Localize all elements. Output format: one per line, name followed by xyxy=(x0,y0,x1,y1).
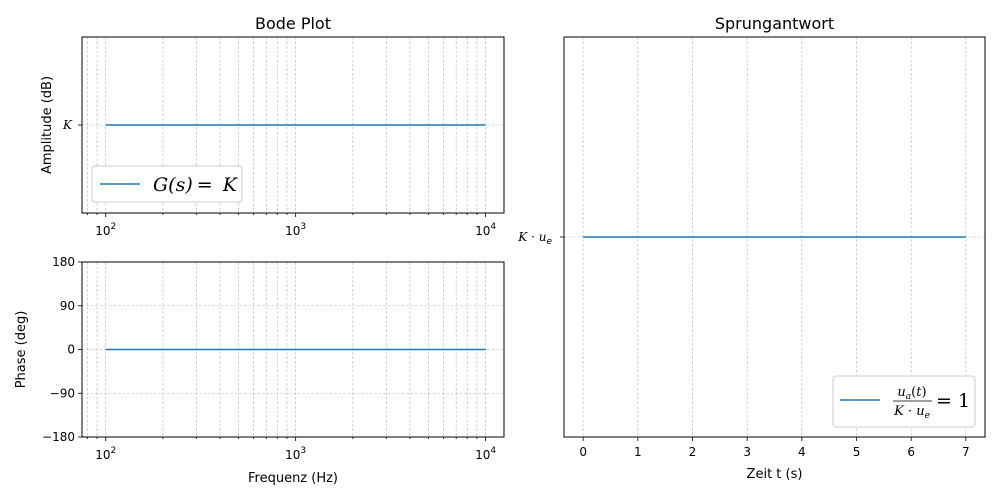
y-tick-u: u xyxy=(539,230,547,244)
x-tick-label: 103 xyxy=(285,222,306,238)
x-tick-label: 104 xyxy=(475,222,496,238)
x-tick-base: 10 xyxy=(285,224,300,238)
y-tick-label: −180 xyxy=(42,430,75,444)
chart-title: Sprungantwort xyxy=(715,14,834,33)
y-tick-k: K xyxy=(517,230,528,244)
legend-den-sub: e xyxy=(925,411,930,421)
x-tick-exponent: 4 xyxy=(490,222,496,232)
chart-title: Bode Plot xyxy=(255,14,331,33)
y-axis-label: Amplitude (dB) xyxy=(40,76,55,174)
legend-frame xyxy=(832,375,976,428)
x-tick-label: 102 xyxy=(95,446,116,462)
legend-rhs-k: K xyxy=(222,174,239,196)
legend-num-t: t xyxy=(916,385,922,400)
x-tick-label: 104 xyxy=(475,446,496,462)
legend-label: G(s) = K xyxy=(153,174,239,196)
x-tick-exponent: 2 xyxy=(111,446,117,456)
legend-num-paren-open: ( xyxy=(911,385,916,400)
legend: G(s) = K xyxy=(91,165,243,203)
x-tick-label: 2 xyxy=(689,445,697,459)
x-tick-label: 0 xyxy=(579,445,587,459)
x-tick-exponent: 2 xyxy=(111,222,117,232)
x-tick-base: 10 xyxy=(95,224,110,238)
y-tick-subscript: e xyxy=(546,237,552,247)
y-tick-dot: · xyxy=(527,230,538,244)
legend-den-dot: · xyxy=(904,404,916,419)
x-axis-label: Zeit t (s) xyxy=(747,467,803,482)
x-tick-base: 10 xyxy=(95,448,110,462)
x-tick-label: 1 xyxy=(634,445,642,459)
legend-den-u: u xyxy=(916,404,924,419)
x-tick-label: 102 xyxy=(95,222,116,238)
legend-rhs: = xyxy=(197,174,219,196)
y-axis-label: Phase (deg) xyxy=(14,311,29,389)
legend-num-u: u xyxy=(897,385,905,400)
legend-numerator: ua(t) xyxy=(897,385,926,402)
legend-num-sub: a xyxy=(906,392,911,402)
y-tick-label: K · ue xyxy=(517,230,552,247)
x-axis-label: Frequenz (Hz) xyxy=(248,471,338,486)
x-tick-exponent: 3 xyxy=(300,222,306,232)
legend-den-k: K xyxy=(893,404,905,419)
x-tick-label: 4 xyxy=(798,445,806,459)
legend-frame xyxy=(91,165,243,203)
legend-num-paren-close: ) xyxy=(921,385,926,400)
legend-lhs: G(s) xyxy=(153,174,193,196)
x-tick-base: 10 xyxy=(475,448,490,462)
y-tick-label: 180 xyxy=(52,255,75,269)
x-tick-label: 103 xyxy=(285,446,306,462)
x-tick-label: 6 xyxy=(907,445,915,459)
x-tick-base: 10 xyxy=(475,224,490,238)
x-tick-exponent: 3 xyxy=(300,446,306,456)
x-tick-base: 10 xyxy=(285,448,300,462)
x-tick-exponent: 4 xyxy=(490,446,496,456)
legend: ua(t)K · ue= 1 xyxy=(832,375,976,428)
y-tick-label: 0 xyxy=(67,343,75,357)
legend-rhs: = 1 xyxy=(936,390,970,412)
x-tick-label: 7 xyxy=(962,445,970,459)
x-tick-label: 5 xyxy=(853,445,861,459)
y-tick-label: −90 xyxy=(50,386,75,400)
y-tick-label: 90 xyxy=(60,299,75,313)
legend-denominator: K · ue xyxy=(893,404,930,421)
y-tick-label: K xyxy=(62,118,73,132)
x-tick-label: 3 xyxy=(743,445,751,459)
